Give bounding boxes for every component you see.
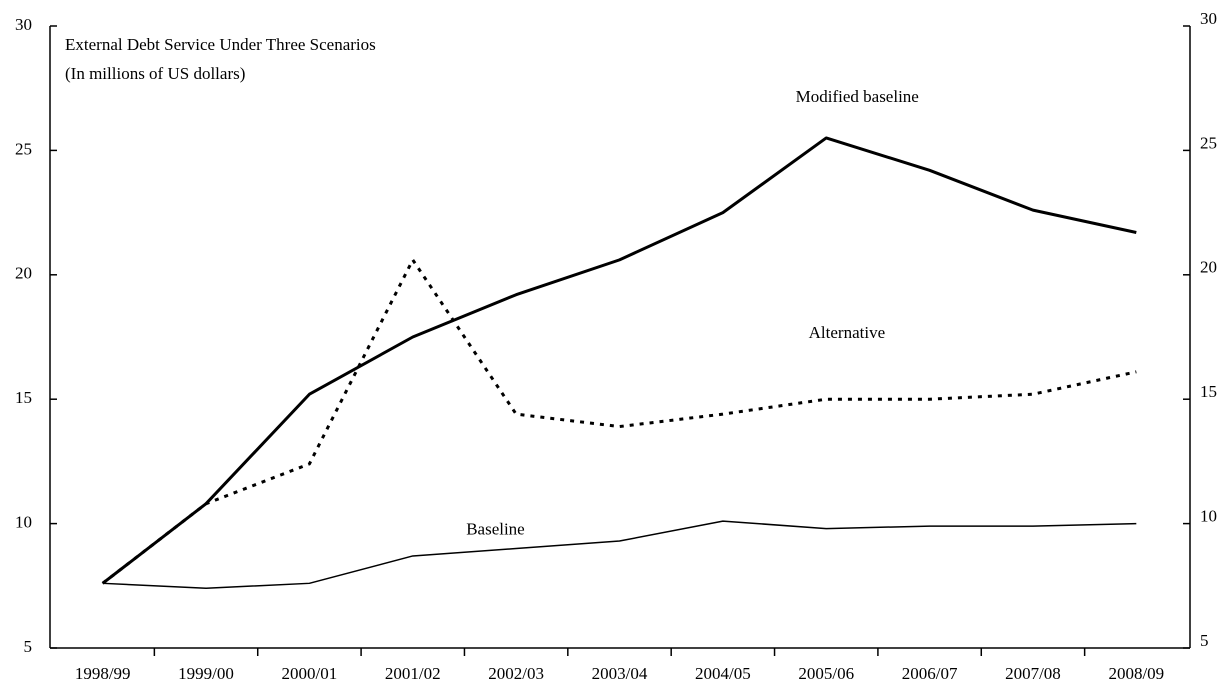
y-tick-label: 5 bbox=[24, 637, 33, 656]
series-line bbox=[101, 136, 1137, 585]
chart-title: External Debt Service Under Three Scenar… bbox=[65, 35, 376, 54]
y-tick-label: 30 bbox=[15, 15, 32, 34]
series-label: Alternative bbox=[809, 323, 885, 342]
y2-tick-label: 30 bbox=[1200, 9, 1217, 28]
x-tick-label: 2002/03 bbox=[488, 664, 544, 683]
x-tick-label: 2001/02 bbox=[385, 664, 441, 683]
x-tick-label: 2004/05 bbox=[695, 664, 751, 683]
series-line bbox=[102, 520, 1137, 590]
x-tick-label: 2008/09 bbox=[1108, 664, 1164, 683]
y-tick-label: 25 bbox=[15, 139, 32, 158]
series-label: Baseline bbox=[466, 519, 525, 538]
series-line bbox=[101, 258, 1137, 585]
y-tick-label: 15 bbox=[15, 388, 32, 407]
x-tick-label: 2005/06 bbox=[798, 664, 854, 683]
x-tick-label: 2000/01 bbox=[282, 664, 338, 683]
y2-tick-label: 10 bbox=[1200, 507, 1217, 526]
x-tick-label: 2007/08 bbox=[1005, 664, 1061, 683]
series-label: Modified baseline bbox=[796, 87, 919, 106]
x-tick-label: 2003/04 bbox=[592, 664, 648, 683]
x-tick-label: 2006/07 bbox=[902, 664, 958, 683]
y2-tick-label: 15 bbox=[1200, 382, 1217, 401]
x-tick-label: 1998/99 bbox=[75, 664, 131, 683]
y2-tick-label: 25 bbox=[1200, 133, 1217, 152]
y2-tick-label: 20 bbox=[1200, 258, 1217, 277]
y-tick-label: 10 bbox=[15, 513, 32, 532]
y2-tick-label: 5 bbox=[1200, 631, 1209, 650]
y-tick-label: 20 bbox=[15, 264, 32, 283]
chart-subtitle: (In millions of US dollars) bbox=[65, 64, 245, 83]
x-tick-label: 1999/00 bbox=[178, 664, 234, 683]
